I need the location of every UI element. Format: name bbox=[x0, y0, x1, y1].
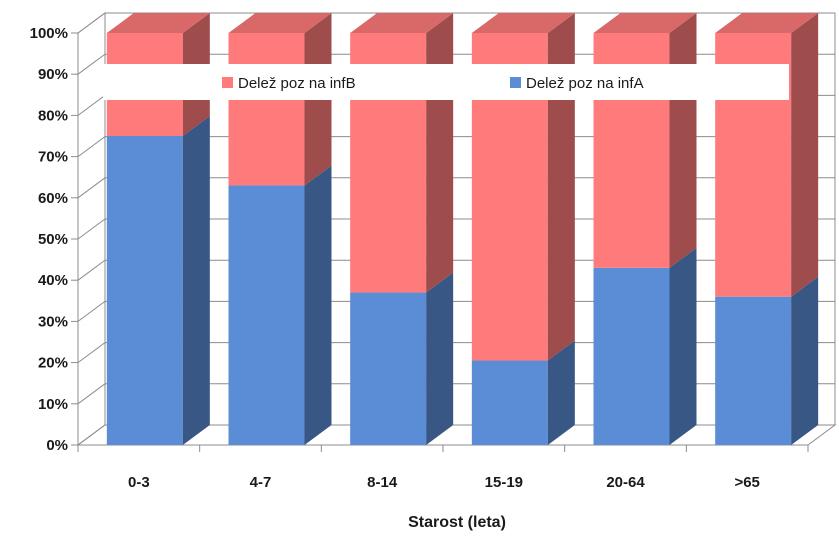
gridline bbox=[77, 12, 835, 34]
y-tick-label: 30% bbox=[38, 313, 68, 330]
bar-segment bbox=[471, 340, 575, 445]
y-tick-label: 70% bbox=[38, 149, 68, 166]
gridline bbox=[77, 53, 835, 75]
bar-top bbox=[228, 13, 332, 33]
x-tick-label: 20-64 bbox=[606, 474, 645, 491]
y-tick-label: 20% bbox=[38, 355, 68, 372]
y-tick-label: 60% bbox=[38, 190, 68, 207]
bar-segment bbox=[106, 116, 210, 445]
gridline bbox=[77, 136, 835, 158]
bar-side bbox=[547, 340, 575, 445]
y-tick-label: 10% bbox=[38, 396, 68, 413]
legend: Delež poz na infB Delež poz na infA bbox=[103, 64, 789, 100]
bar-side bbox=[791, 276, 819, 445]
bar-side bbox=[304, 165, 332, 445]
legend-label: Delež poz na infA bbox=[526, 75, 644, 92]
bar-segment bbox=[593, 13, 697, 268]
legend-box bbox=[103, 64, 789, 100]
bar-top bbox=[593, 13, 697, 33]
bar-segment bbox=[350, 13, 454, 293]
gridline bbox=[77, 259, 835, 281]
bar-segment bbox=[228, 165, 332, 445]
bar-front bbox=[228, 185, 305, 445]
x-tick-label: >65 bbox=[734, 474, 759, 491]
y-tick-label: 80% bbox=[38, 107, 68, 124]
bar-front bbox=[228, 33, 305, 186]
bar-top bbox=[471, 13, 575, 33]
bar-side bbox=[791, 13, 819, 297]
x-axis-title: Starost (leta) bbox=[408, 514, 506, 531]
legend-label: Delež poz na infB bbox=[238, 75, 356, 92]
gridline bbox=[77, 218, 835, 240]
bar-side bbox=[426, 272, 454, 445]
bar-side bbox=[182, 116, 210, 445]
bar-top bbox=[715, 13, 819, 33]
gridline bbox=[77, 342, 835, 364]
y-tick-label: 0% bbox=[46, 437, 68, 454]
bar-front bbox=[471, 360, 548, 445]
legend-swatch bbox=[510, 77, 521, 88]
bar-front bbox=[593, 267, 670, 445]
gridline bbox=[77, 300, 835, 322]
x-tick-label: 15-19 bbox=[485, 474, 523, 491]
gridline bbox=[77, 177, 835, 199]
gridline bbox=[77, 383, 835, 405]
y-tick-label: 100% bbox=[30, 25, 68, 42]
y-tick-label: 50% bbox=[38, 231, 68, 248]
legend-swatch bbox=[222, 77, 233, 88]
bar-top bbox=[106, 13, 210, 33]
gridline bbox=[77, 424, 835, 446]
bar-layer bbox=[106, 13, 819, 445]
x-tick-label: 4-7 bbox=[250, 474, 272, 491]
bar-side bbox=[669, 13, 697, 268]
x-tick-label: 0-3 bbox=[128, 474, 150, 491]
bar-segment bbox=[593, 247, 697, 445]
bar-segment bbox=[715, 276, 819, 445]
y-tick-label: 40% bbox=[38, 272, 68, 289]
x-tick-label: 8-14 bbox=[367, 474, 398, 491]
bar-side bbox=[426, 13, 454, 293]
bar-front bbox=[715, 296, 792, 445]
axis-layer: 0% 10% 20% 30% 40% 50% 60% 70% 80% 90% 100% 0-3 4-7 8… bbox=[30, 25, 809, 491]
bar-front bbox=[106, 136, 183, 445]
bar-segment bbox=[715, 13, 819, 297]
bar-front bbox=[350, 292, 427, 445]
bar-segment bbox=[350, 272, 454, 445]
bar-segment bbox=[228, 13, 332, 186]
bar-top bbox=[350, 13, 454, 33]
bar-side bbox=[669, 247, 697, 445]
y-tick-label: 90% bbox=[38, 66, 68, 83]
